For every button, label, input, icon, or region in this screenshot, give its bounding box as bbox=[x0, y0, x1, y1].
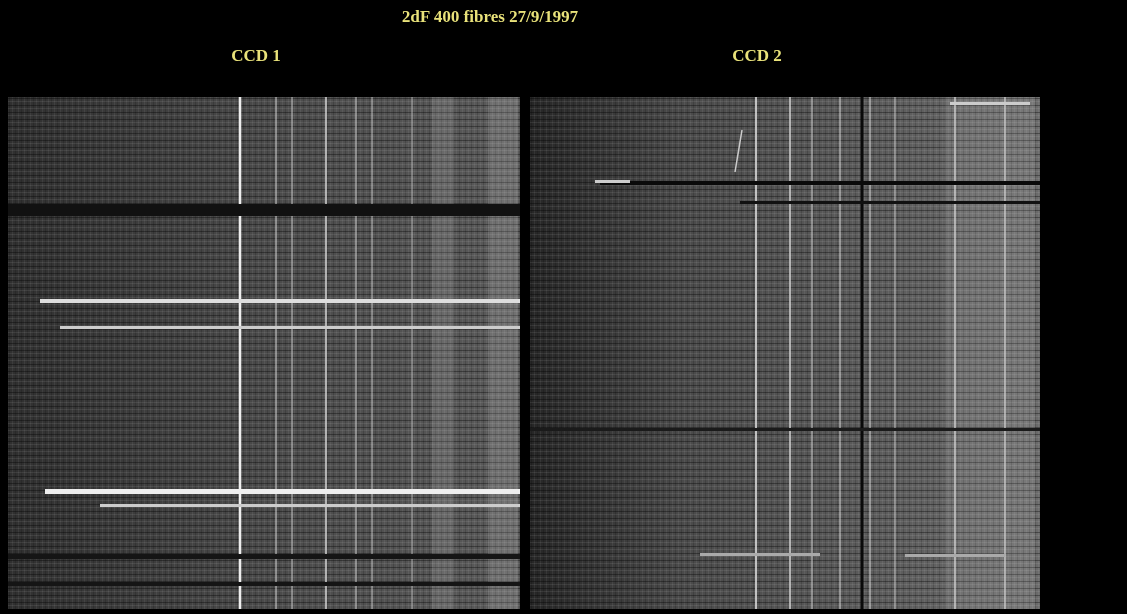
band bbox=[432, 97, 454, 609]
bright-fibre bbox=[950, 102, 1030, 105]
cosmic-ray bbox=[734, 129, 743, 173]
dark-fibre bbox=[600, 181, 1040, 185]
ccd-image bbox=[8, 97, 520, 609]
bright-fibre bbox=[905, 554, 1005, 557]
panel-label: CCD 1 bbox=[231, 46, 281, 65]
band bbox=[945, 97, 1035, 609]
emission-lines bbox=[238, 97, 413, 609]
bright-fibre bbox=[60, 326, 520, 329]
title: 2dF 400 fibres 27/9/1997 bbox=[402, 7, 579, 26]
texture bbox=[8, 97, 520, 609]
ccd-image bbox=[530, 97, 1040, 609]
bright-fibre bbox=[595, 180, 630, 183]
dark-fibre bbox=[740, 201, 1040, 204]
panel-label: CCD 2 bbox=[732, 46, 782, 65]
dark-fibre bbox=[530, 428, 1040, 431]
bright-fibre bbox=[700, 553, 820, 556]
dark-fibre bbox=[8, 554, 520, 559]
bright-fibre bbox=[40, 299, 520, 303]
dark-fibre bbox=[8, 582, 520, 586]
dark-fibre bbox=[8, 204, 520, 216]
bright-fibre bbox=[100, 504, 520, 507]
band bbox=[488, 97, 518, 609]
bright-fibre bbox=[45, 489, 520, 494]
